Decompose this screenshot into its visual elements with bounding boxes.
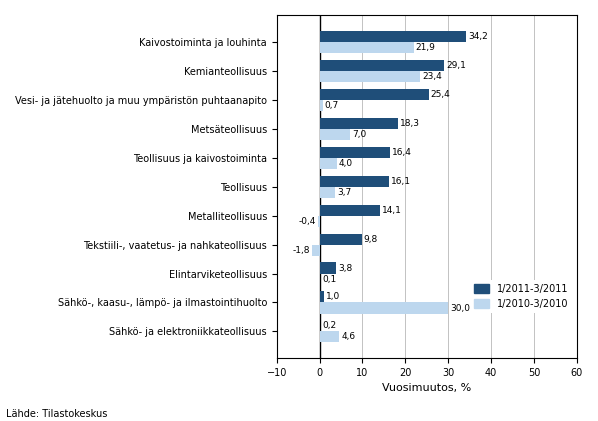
Text: -1,8: -1,8 bbox=[292, 245, 310, 255]
Text: 25,4: 25,4 bbox=[431, 90, 450, 99]
Text: 7,0: 7,0 bbox=[352, 130, 366, 139]
Bar bbox=[319, 187, 335, 197]
Bar bbox=[319, 31, 466, 42]
Text: 3,8: 3,8 bbox=[338, 264, 352, 272]
Text: 9,8: 9,8 bbox=[364, 234, 378, 243]
Text: 0,7: 0,7 bbox=[325, 101, 339, 109]
Bar bbox=[319, 303, 448, 314]
Text: 30,0: 30,0 bbox=[450, 304, 471, 312]
Bar bbox=[319, 100, 322, 111]
Bar bbox=[319, 176, 389, 187]
Bar bbox=[312, 245, 319, 256]
Bar bbox=[319, 331, 339, 343]
Bar bbox=[319, 234, 362, 245]
Bar bbox=[319, 262, 336, 274]
Text: 16,4: 16,4 bbox=[392, 147, 412, 157]
Text: 0,1: 0,1 bbox=[322, 274, 337, 283]
Text: 29,1: 29,1 bbox=[447, 61, 466, 69]
Bar bbox=[319, 117, 398, 128]
Bar bbox=[319, 88, 429, 100]
Text: 18,3: 18,3 bbox=[400, 119, 420, 128]
Bar bbox=[319, 147, 390, 157]
Text: 23,4: 23,4 bbox=[422, 72, 442, 80]
Text: 0,2: 0,2 bbox=[322, 322, 337, 330]
Bar bbox=[318, 216, 319, 226]
Text: -0,4: -0,4 bbox=[298, 216, 316, 226]
Text: 16,1: 16,1 bbox=[390, 176, 411, 186]
Text: 4,0: 4,0 bbox=[339, 159, 353, 168]
Bar bbox=[319, 42, 413, 53]
Bar bbox=[319, 128, 350, 140]
Text: 14,1: 14,1 bbox=[382, 205, 402, 215]
Text: 4,6: 4,6 bbox=[341, 333, 356, 341]
Legend: 1/2011-3/2011, 1/2010-3/2010: 1/2011-3/2011, 1/2010-3/2010 bbox=[471, 280, 572, 313]
Text: 1,0: 1,0 bbox=[326, 293, 340, 301]
Bar bbox=[319, 157, 337, 168]
Bar bbox=[319, 320, 321, 331]
Bar bbox=[319, 205, 380, 216]
Bar bbox=[319, 60, 444, 71]
X-axis label: Vuosimuutos, %: Vuosimuutos, % bbox=[382, 384, 471, 393]
Text: 3,7: 3,7 bbox=[338, 187, 352, 197]
Bar bbox=[319, 71, 420, 82]
Text: 21,9: 21,9 bbox=[416, 43, 435, 52]
Bar bbox=[319, 291, 324, 303]
Text: Lähde: Tilastokeskus: Lähde: Tilastokeskus bbox=[6, 409, 108, 419]
Text: 34,2: 34,2 bbox=[468, 32, 488, 40]
